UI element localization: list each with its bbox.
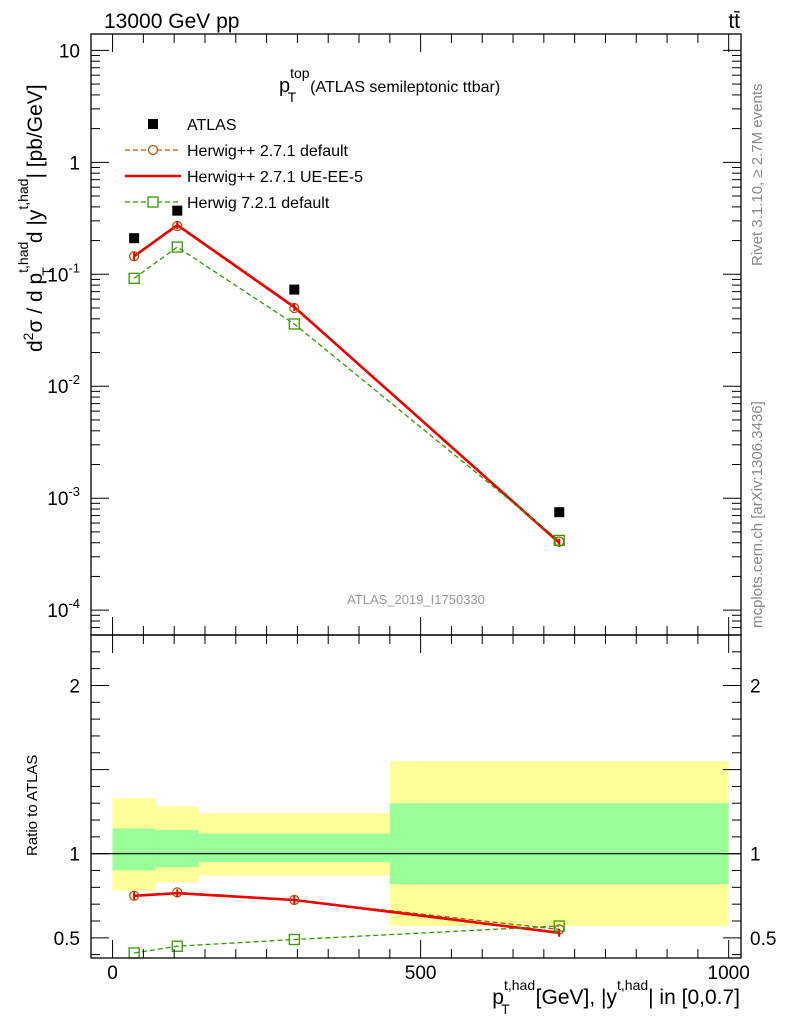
ratio-y-axis-label: Ratio to ATLAS (24, 755, 41, 856)
legend-label: Herwig++ 2.7.1 UE-EE-5 (187, 169, 363, 186)
ratio-point-herwig-7-2-1-default-3 (553, 920, 565, 932)
mc-curves (133, 223, 561, 954)
inner-band-bin-0 (112, 828, 156, 871)
atlas-data-point-2 (289, 284, 300, 295)
x-axis-label: pt,had T [GeV], |yt,had| in [0,0.7] (492, 977, 740, 1017)
inner-band-bin-2 (198, 833, 390, 863)
main-line-herwig-7-2-1-default (133, 246, 560, 541)
legend-entry-atlas: ATLAS (148, 117, 237, 134)
inner-band-bin-1 (155, 830, 199, 868)
legend-entry-herwig-2-7-1-default: Herwig++ 2.7.1 default (125, 143, 349, 160)
main-y-tick-label: 10 (59, 41, 80, 62)
atlas-data-point-3 (554, 507, 565, 518)
legend-label: Herwig 7.2.1 default (187, 195, 330, 212)
mcplots-label: mcplots.cern.ch [arXiv:1306.3436] (749, 401, 766, 628)
atlas-data-point-0 (129, 233, 140, 244)
main-y-axis-label: d2σ / d pt,had Td |yt,had| [pb/GeV] (15, 84, 55, 352)
ratio-point-herwig-2-7-1-default-2 (289, 894, 300, 906)
rivet-version-label: Rivet 3.1.10, ≥ 2.7M events (749, 84, 766, 267)
main-point-herwig-7-2-1-default-1 (171, 241, 183, 253)
axis-tick-labels: 10 1 10-1 10-2 10-3 10-4 0.5 0.5 1 1 2 2 0 500 1000 (47, 41, 776, 984)
data-markers (128, 205, 565, 959)
ratio-point-herwig-7-2-1-default-1 (171, 940, 183, 952)
x-tick-label: 0 (107, 963, 118, 984)
legend-label: ATLAS (187, 117, 237, 134)
ratio-line-herwig-2-7-1-ue-ee-5 (134, 891, 560, 935)
uncertainty-bands (91, 761, 741, 927)
ratio-point-herwig-2-7-1-default-0 (128, 890, 140, 901)
process-label: tt̄ (728, 10, 740, 33)
inner-band-bin-3 (389, 803, 729, 884)
main-y-tick-label: 10-2 (47, 372, 80, 398)
main-y-tick-label: 10-1 (47, 260, 80, 286)
ratio-y-tick-label-right: 0.5 (750, 929, 776, 950)
main-point-herwig-7-2-1-default-3 (553, 534, 565, 547)
plot-title: ptop T(ATLAS semileptonic ttbar) (279, 65, 500, 105)
main-point-herwig-2-7-1-default-0 (128, 251, 140, 262)
ratio-y-tick-label-left: 1 (69, 845, 80, 866)
main-line-herwig-2-7-1-ue-ee-5 (133, 223, 561, 544)
axis-ticks (91, 34, 741, 958)
ratio-y-tick-label-left: 0.5 (54, 929, 80, 950)
ratio-line-herwig-7-2-1-default (133, 925, 560, 954)
legend-entry-herwig-7-2-1-default: Herwig 7.2.1 default (125, 195, 330, 212)
legend: ATLAS Herwig++ 2.7.1 default Herwig++ 2.7.… (125, 117, 363, 212)
x-tick-label: 500 (405, 963, 437, 984)
energy-label: 13000 GeV pp (104, 10, 239, 33)
atlas-data-point-1 (172, 205, 183, 216)
legend-marker-herwig-2-7-1-default (147, 144, 159, 156)
legend-marker-atlas (148, 119, 158, 129)
main-point-herwig-7-2-1-default-2 (288, 318, 300, 330)
main-line-herwig-2-7-1-default (133, 225, 560, 543)
ratio-point-herwig-7-2-1-default-2 (288, 933, 300, 946)
ratio-y-tick-label-left: 2 (69, 676, 80, 697)
x-tick-label: 1000 (708, 963, 750, 984)
ratio-y-tick-label-right: 2 (750, 676, 761, 697)
legend-entry-herwig-2-7-1-ue-ee-5: Herwig++ 2.7.1 UE-EE-5 (125, 169, 363, 186)
main-y-tick-label: 10-4 (47, 596, 80, 622)
main-y-tick-label: 1 (69, 153, 80, 174)
legend-marker-herwig-7-2-1-default (147, 196, 159, 208)
analysis-watermark: ATLAS_2019_I1750330 (347, 592, 485, 607)
ratio-y-tick-label-right: 1 (750, 845, 761, 866)
main-y-tick-label: 10-3 (47, 484, 80, 510)
ratio-plot-frame (90, 634, 742, 959)
main-point-herwig-7-2-1-default-0 (128, 272, 140, 284)
legend-label: Herwig++ 2.7.1 default (187, 143, 349, 160)
